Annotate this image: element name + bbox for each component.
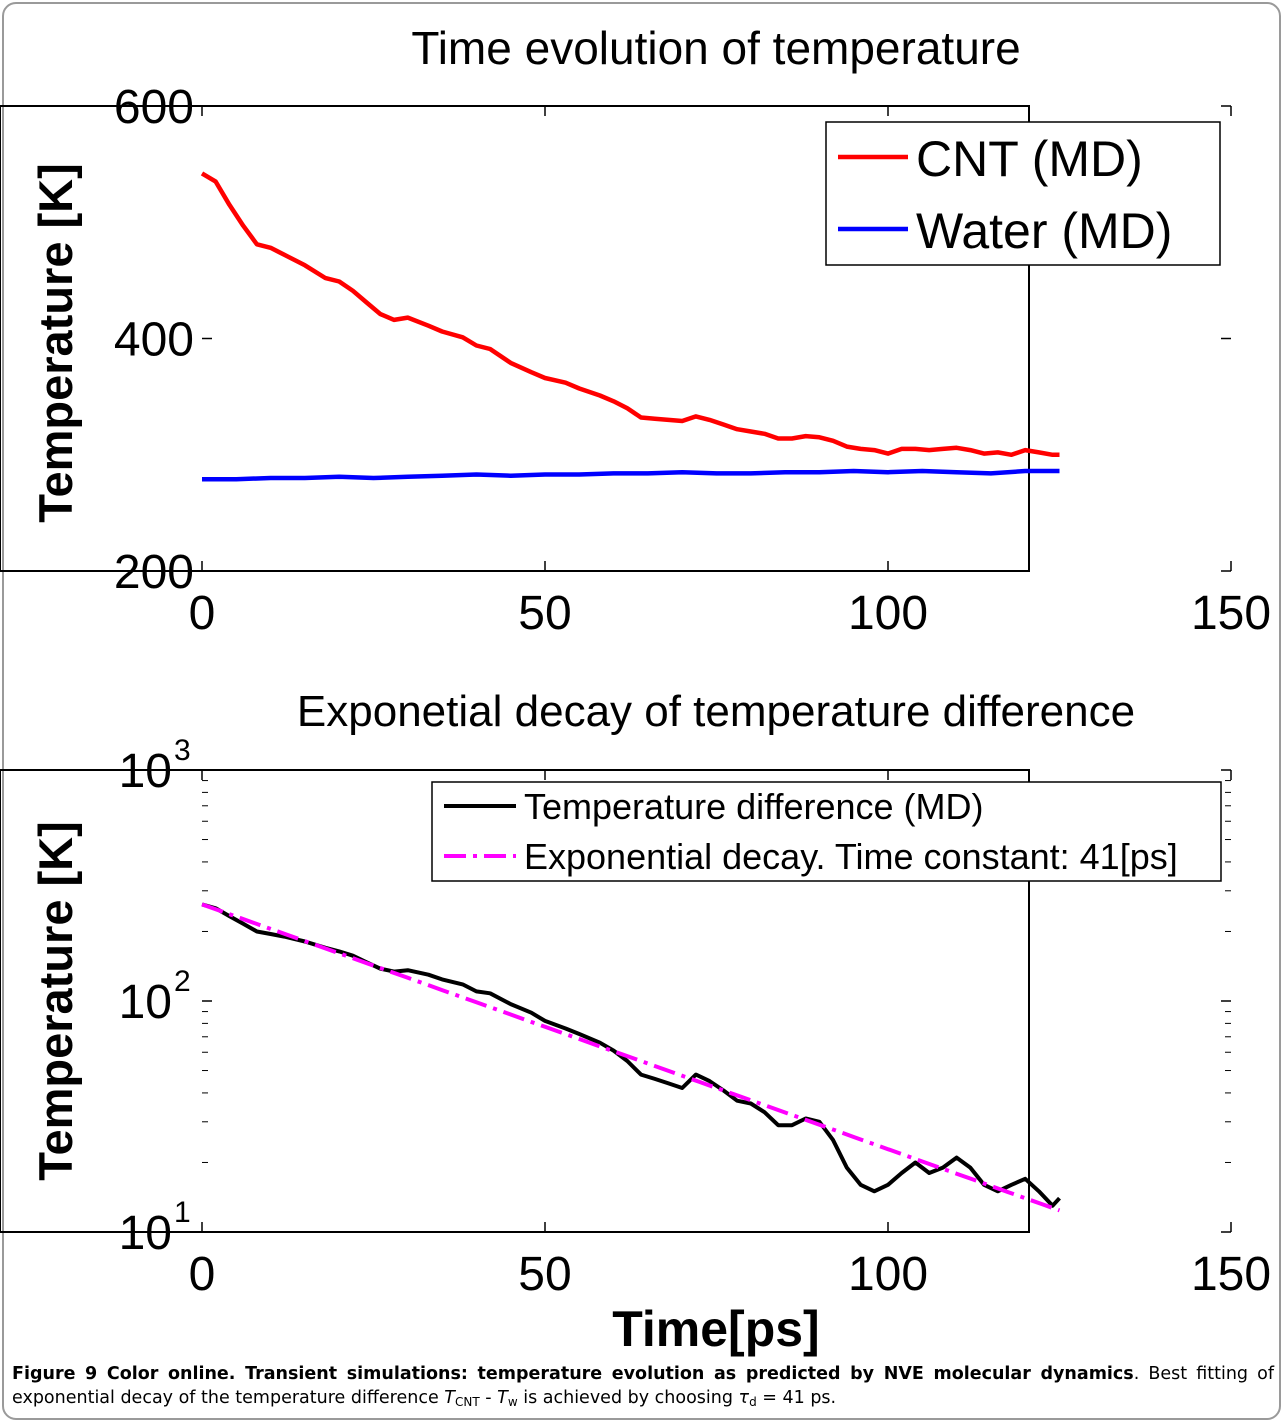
y-axis-label: Temperature [K] — [29, 821, 82, 1181]
y-tick-label: 600 — [114, 81, 194, 134]
caption-text-b: is achieved by choosing — [517, 1388, 739, 1408]
caption-text-a: . Best fitting of exponential decay of t… — [12, 1364, 1274, 1408]
caption-t-w: T — [497, 1388, 508, 1408]
fit-curve — [201, 902, 1061, 1213]
y-tick-label: 400 — [114, 314, 194, 367]
y-tick-exponent: 1 — [174, 1196, 191, 1229]
axes-frame — [0, 769, 1030, 1233]
legend-label: Exponential decay. Time constant: 41[ps] — [524, 836, 1178, 877]
chart-title: Time evolution of temperature — [411, 22, 1020, 74]
x-tick-label: 50 — [518, 1248, 571, 1301]
caption-t-cnt: T — [444, 1388, 455, 1408]
y-tick-label: 10 — [119, 976, 172, 1029]
caption-minus: - — [479, 1388, 498, 1408]
caption-t-w-sub: w — [507, 1395, 518, 1409]
figure-caption: Figure 9 Color online. Transient simulat… — [12, 1362, 1274, 1414]
legend-label: Temperature difference (MD) — [524, 786, 984, 827]
x-tick-label: 100 — [848, 1248, 928, 1301]
x-tick-label: 150 — [1191, 1248, 1271, 1301]
x-tick-label: 0 — [189, 1248, 216, 1301]
legend-box — [431, 781, 1222, 882]
series-line — [201, 902, 1061, 1208]
y-axis-label: Temperature [K] — [29, 163, 82, 523]
chart-title: Exponetial decay of temperature differen… — [297, 687, 1135, 736]
figure-svg: Time evolution of temperature Temperatur… — [0, 22, 1271, 1357]
x-tick-label: 50 — [518, 587, 571, 640]
x-tick-label: 150 — [1191, 587, 1271, 640]
y-tick-exponent: 2 — [174, 965, 191, 998]
x-tick-label: 0 — [189, 587, 216, 640]
x-tick-label: 100 — [848, 587, 928, 640]
legend-box — [825, 121, 1221, 266]
y-tick-exponent: 3 — [174, 734, 191, 767]
caption-figure-label: Figure 9 Color online. Transient simulat… — [12, 1364, 1134, 1384]
legend: CNT (MD) Water (MD) — [825, 121, 1221, 266]
legend: Temperature difference (MD) Exponential d… — [431, 781, 1222, 882]
temperature-chart: Time evolution of temperature Temperatur… — [0, 22, 1271, 640]
caption-t-cnt-sub: CNT — [454, 1395, 480, 1409]
caption-tau: τ — [738, 1388, 750, 1408]
y-tick-label: 200 — [114, 546, 194, 599]
decay-chart: Exponetial decay of temperature differen… — [0, 687, 1271, 1357]
y-tick-label: 10 — [119, 745, 172, 798]
legend-label: CNT (MD) — [916, 131, 1143, 187]
y-tick-label: 10 — [119, 1207, 172, 1260]
series-line — [200, 171, 1060, 458]
legend-label: Water (MD) — [916, 203, 1172, 259]
axes-frame — [0, 105, 1030, 572]
series-line — [202, 468, 1060, 482]
caption-tau-sub: d — [749, 1395, 757, 1409]
caption-text-c: = 41 ps. — [756, 1388, 837, 1408]
x-axis-label: Time[ps] — [612, 1301, 819, 1357]
